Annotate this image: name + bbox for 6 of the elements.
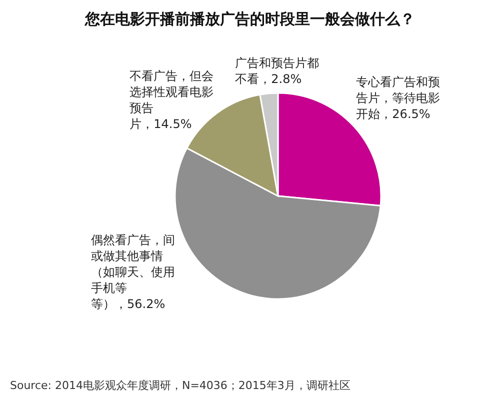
- data-label: ，26.5%: [380, 106, 430, 121]
- chart-title: 您在电影开播前播放广告的时段里一般会做什么？: [84, 10, 416, 29]
- data-label: ，56.2%: [115, 297, 166, 312]
- data-label: ，14.5%: [142, 116, 192, 131]
- source-note: Source: 2014电影观众年度调研，N=4036；2015年3月，调研社区: [10, 378, 350, 393]
- data-label: ，2.8%: [259, 72, 302, 86]
